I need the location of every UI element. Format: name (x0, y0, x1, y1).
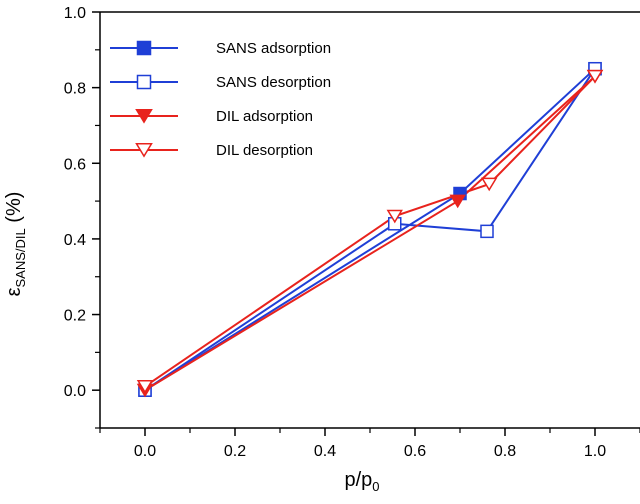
series-markers (136, 69, 604, 394)
data-point (480, 224, 494, 239)
legend-label: DIL adsorption (216, 108, 313, 125)
legend-marker (136, 74, 152, 90)
x-axis-title: p/p0 (344, 469, 379, 494)
x-tick-label: 0.2 (224, 443, 246, 460)
y-tick-label: 0.0 (64, 383, 86, 400)
series (144, 68, 596, 392)
x-tick-label: 1.0 (584, 443, 606, 460)
y-tick-label: 0.2 (64, 308, 86, 325)
data-point (480, 177, 498, 192)
series-line (144, 67, 596, 392)
x-axis-title-main: p/p (344, 469, 372, 491)
axes: 0.0 0.2 0.4 0.6 0.8 1.0 0.0 0.2 0.4 0.6 0.8 1.0 (64, 5, 640, 460)
legend-item: DIL adsorption (110, 108, 313, 125)
series-markers (138, 61, 602, 397)
y-tick-label: 0.6 (64, 156, 86, 173)
y-axis-title-suffix: (%) (3, 192, 25, 229)
legend-marker (136, 40, 152, 56)
x-tick-label: 0.4 (314, 443, 336, 460)
series-markers (138, 61, 602, 397)
legend-label: SANS desorption (216, 74, 331, 91)
series-line (144, 68, 596, 392)
data-point (136, 379, 154, 394)
x-axis-title-sub: 0 (372, 479, 379, 494)
series (144, 75, 596, 388)
legend-item: DIL desorption (110, 142, 313, 159)
legend-item: SANS adsorption (110, 40, 331, 57)
data-point (586, 69, 604, 84)
y-axis-title-sub: SANS/DIL (13, 228, 28, 287)
y-tick-label: 0.4 (64, 232, 86, 249)
series-line (144, 75, 596, 388)
data-point (386, 209, 403, 224)
y-axis-title: εSANS/DIL (%) (3, 192, 28, 297)
y-tick-label: 1.0 (64, 5, 86, 22)
x-tick-label: 0.8 (494, 443, 516, 460)
legend-item: SANS desorption (110, 74, 331, 91)
legend-label: DIL desorption (216, 142, 313, 159)
x-tick-label: 0.6 (404, 443, 426, 460)
y-axis-title-main: ε (3, 287, 25, 296)
series-group (136, 61, 604, 398)
series (144, 67, 596, 392)
legend: SANS adsorption SANS desorption DIL adsorp… (110, 40, 331, 159)
data-point (449, 194, 466, 209)
legend-marker (135, 143, 153, 158)
legend-label: SANS adsorption (216, 40, 331, 57)
y-tick-label: 0.8 (64, 81, 86, 98)
legend-marker (135, 109, 153, 124)
x-tick-label: 0.0 (134, 443, 156, 460)
